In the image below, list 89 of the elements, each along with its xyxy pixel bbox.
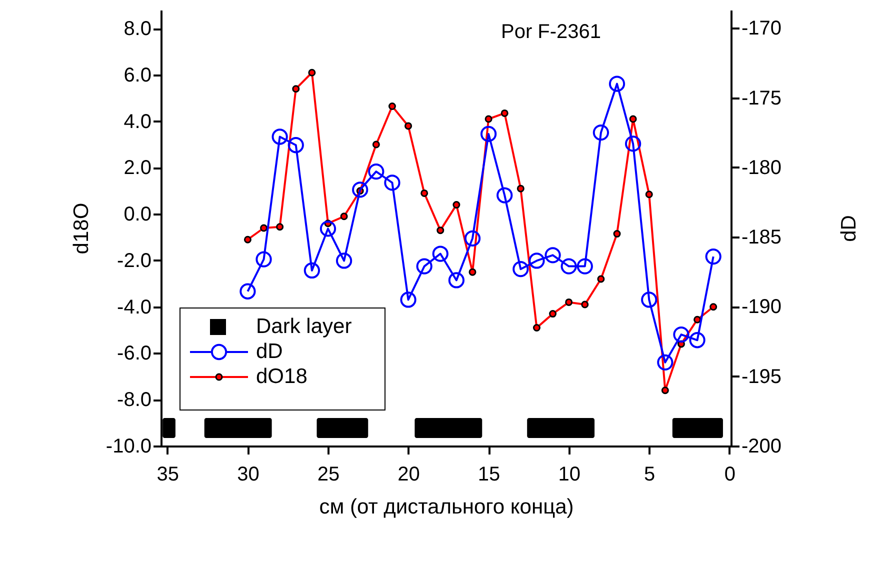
x-tick-label: 25 [317, 464, 340, 486]
point [432, 246, 448, 262]
point [528, 252, 545, 269]
y2-tick-label: -170 [742, 18, 782, 40]
point [288, 137, 304, 154]
legend-label: Dark layer [256, 315, 352, 338]
y2-tick-label: -185 [742, 226, 782, 249]
x-tick-label: 0 [724, 464, 736, 486]
legend-label: dO18 [256, 365, 308, 388]
point [629, 115, 637, 123]
point [404, 122, 412, 130]
point [705, 248, 722, 265]
point [661, 386, 669, 394]
point [452, 201, 460, 209]
point [532, 324, 540, 332]
point [608, 76, 626, 92]
point [304, 262, 320, 279]
x-tick-label: 30 [237, 464, 260, 486]
point [694, 316, 702, 324]
point [484, 115, 492, 123]
point [384, 174, 400, 191]
point [516, 184, 524, 192]
text: Por F-2361 [501, 21, 602, 43]
x-tick-label: 35 [156, 464, 180, 486]
point [420, 189, 428, 197]
point [260, 224, 268, 232]
point [549, 310, 557, 318]
point [416, 258, 432, 274]
point [388, 102, 396, 110]
point [565, 298, 573, 306]
y-tick-label: -2.0 [117, 250, 152, 272]
x-axis-title: см (от дистального конца) [319, 496, 574, 518]
point [340, 212, 348, 220]
y-tick-label: -10.0 [106, 436, 152, 458]
point [276, 223, 284, 231]
point [320, 220, 336, 237]
point [624, 136, 642, 152]
y-tick-label: 0.0 [124, 204, 152, 226]
y-tick-label: 2.0 [124, 157, 152, 180]
point [480, 126, 497, 142]
y2-tick-label: -190 [742, 296, 782, 318]
point [641, 292, 658, 308]
point [368, 164, 384, 180]
point [336, 252, 352, 269]
point [613, 230, 621, 238]
y2-tick-label: -200 [742, 436, 782, 458]
y-tick-label: 6.0 [124, 64, 152, 86]
x-tick-label: 15 [478, 464, 500, 486]
point [256, 251, 272, 268]
point [240, 283, 256, 300]
y2-tick-label: -180 [742, 156, 782, 179]
point [512, 261, 529, 278]
point [576, 258, 593, 274]
point [597, 275, 605, 283]
point [436, 226, 444, 234]
point [689, 332, 706, 348]
point [657, 354, 674, 370]
y2-tick-label: -195 [742, 366, 782, 388]
y2-axis-title: dD [838, 215, 860, 242]
point [560, 258, 577, 274]
point [308, 68, 316, 76]
x-tick-label: 20 [398, 464, 420, 486]
point [544, 247, 561, 264]
point [592, 124, 610, 141]
point [400, 292, 416, 308]
y-tick-label: 4.0 [124, 110, 152, 133]
point [645, 190, 653, 198]
point [244, 236, 252, 244]
x-tick-label: 10 [558, 464, 580, 486]
y-tick-label: 8.0 [124, 18, 152, 40]
x-tick-label: 5 [644, 464, 656, 486]
y-tick-label: -4.0 [117, 296, 152, 318]
point [448, 272, 465, 288]
point [292, 85, 300, 93]
point [673, 326, 690, 343]
point [372, 140, 380, 148]
y-tick-label: -6.0 [117, 342, 152, 365]
point [272, 128, 288, 145]
point [500, 109, 508, 117]
point [464, 230, 481, 247]
y-axis-title: d18O [70, 202, 93, 254]
point [710, 303, 718, 311]
y2-tick-label: -175 [742, 87, 782, 110]
legend-label: dD [256, 340, 283, 363]
point [468, 268, 476, 276]
point [581, 300, 589, 308]
point [496, 187, 513, 204]
y-tick-label: -8.0 [117, 389, 152, 412]
point [352, 182, 368, 198]
